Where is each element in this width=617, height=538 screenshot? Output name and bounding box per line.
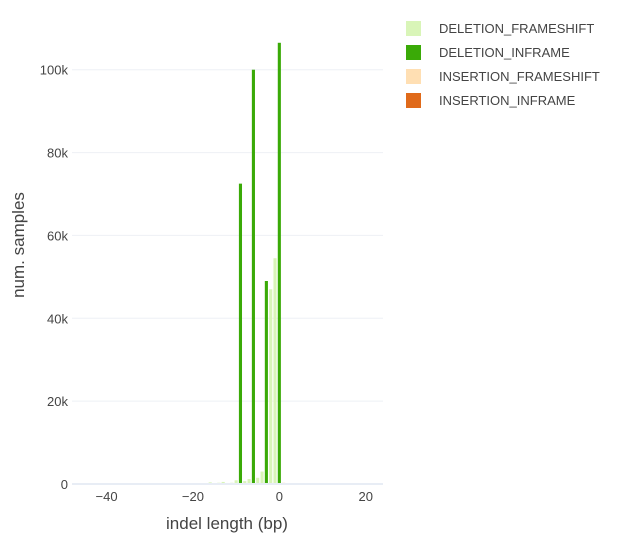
y-tick-label: 80k [47, 146, 68, 161]
legend-label: INSERTION_INFRAME [439, 93, 576, 108]
x-tick-label: −20 [182, 489, 204, 504]
legend-item[interactable]: INSERTION_FRAMESHIFT [406, 69, 600, 84]
legend[interactable]: DELETION_FRAMESHIFT DELETION_INFRAME INSER… [406, 21, 600, 108]
bar[interactable] [269, 289, 273, 484]
y-tick-label: 40k [47, 311, 68, 326]
legend-label: INSERTION_FRAMESHIFT [439, 69, 600, 84]
y-tick-label: 100k [40, 63, 69, 78]
y-tick-label: 20k [47, 394, 68, 409]
y-tick-labels: 0 20k 40k 60k 80k 100k [40, 63, 69, 492]
bar[interactable] [251, 69, 255, 484]
legend-item[interactable]: DELETION_INFRAME [406, 45, 570, 60]
legend-item[interactable]: DELETION_FRAMESHIFT [406, 21, 594, 36]
legend-swatch [406, 69, 421, 84]
bar[interactable] [260, 471, 264, 484]
legend-swatch [406, 21, 421, 36]
bar[interactable] [273, 258, 277, 484]
bar[interactable] [243, 481, 247, 484]
bar[interactable] [277, 42, 281, 485]
legend-swatch [406, 45, 421, 60]
bar[interactable] [234, 480, 238, 484]
legend-swatch [406, 93, 421, 108]
x-tick-label: 20 [358, 489, 372, 504]
legend-label: DELETION_INFRAME [439, 45, 570, 60]
y-gridlines [72, 69, 383, 485]
x-tick-label: 0 [276, 489, 283, 504]
bar[interactable] [221, 481, 225, 484]
bar[interactable] [264, 281, 268, 484]
x-tick-label: −40 [96, 489, 118, 504]
x-axis-title: indel length (bp) [166, 514, 288, 533]
bar[interactable] [256, 477, 260, 484]
bar[interactable] [247, 479, 251, 484]
y-tick-label: 0 [61, 477, 68, 492]
y-axis-title: num. samples [9, 192, 28, 298]
y-tick-label: 60k [47, 228, 68, 243]
legend-label: DELETION_FRAMESHIFT [439, 21, 594, 36]
baseline [72, 483, 383, 485]
bars-group [72, 42, 383, 485]
x-tick-labels: −40 −20 0 20 [96, 489, 373, 504]
bar[interactable] [238, 183, 243, 484]
legend-item[interactable]: INSERTION_INFRAME [406, 93, 576, 108]
